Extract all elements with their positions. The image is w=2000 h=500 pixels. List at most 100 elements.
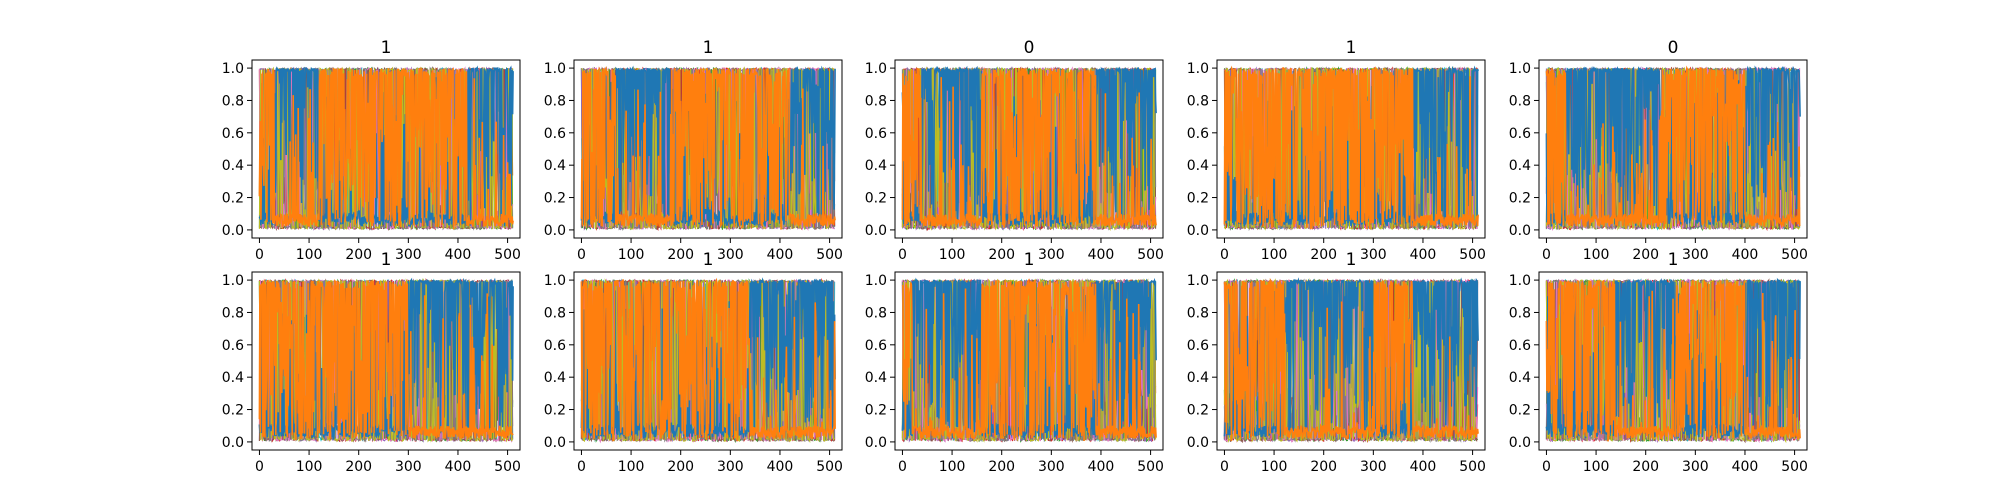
x-tick-label: 200 [1632, 459, 1659, 475]
y-tick-label: 0.4 [1509, 370, 1531, 386]
y-tick-label: 0.0 [865, 223, 887, 239]
x-tick-label: 500 [1137, 247, 1164, 263]
x-tick-label: 500 [1459, 247, 1486, 263]
x-tick-label: 400 [767, 459, 794, 475]
panel-1: 0 100 200 300 400 500 0.0 0.2 0.4 0.6 0.8 1.0 1 [222, 38, 521, 263]
x-tick-label: 0 [1542, 459, 1551, 475]
y-tick-label: 0.4 [544, 370, 566, 386]
x-tick-label: 400 [1732, 247, 1759, 263]
panel-title: 0 [1024, 38, 1035, 58]
y-tick-label: 0.0 [544, 223, 566, 239]
x-tick-label: 300 [1360, 459, 1387, 475]
panel-title: 1 [1346, 38, 1357, 58]
y-tick-label: 0.6 [865, 126, 887, 142]
panel-8: 0 100 200 300 400 500 0.0 0.2 0.4 0.6 0.8 1.0 1 [865, 250, 1164, 475]
x-tick-label: 300 [395, 247, 422, 263]
y-tick-label: 0.8 [865, 93, 887, 109]
panel-title: 1 [1024, 250, 1035, 270]
y-tick-label: 0.2 [544, 191, 566, 207]
panel-4: 0 100 200 300 400 500 0.0 0.2 0.4 0.6 0.8 1.0 1 [1187, 38, 1486, 263]
y-tick-label: 0.4 [1187, 158, 1209, 174]
panel-2: 0 100 200 300 400 500 0.0 0.2 0.4 0.6 0.8 1.0 1 [544, 38, 843, 263]
y-tick-label: 0.0 [865, 435, 887, 451]
x-tick-label: 500 [1137, 459, 1164, 475]
series-line-2 [258, 66, 514, 230]
x-tick-label: 0 [255, 247, 264, 263]
x-tick-label: 200 [345, 247, 372, 263]
y-tick-label: 0.6 [1187, 338, 1209, 354]
axes-frame [1538, 59, 1808, 239]
series-line-2 [901, 67, 1157, 229]
axes-frame [1216, 271, 1486, 451]
x-tick-label: 100 [1583, 459, 1610, 475]
x-tick-label: 100 [1261, 459, 1288, 475]
y-tick-label: 0.6 [1509, 126, 1531, 142]
x-tick-label: 300 [717, 247, 744, 263]
series-line-2 [1545, 280, 1801, 442]
x-tick-label: 0 [577, 459, 586, 475]
x-tick-label: 400 [445, 247, 472, 263]
x-tick-label: 0 [255, 459, 264, 475]
axes-frame [573, 271, 843, 451]
x-tick-label: 100 [618, 459, 645, 475]
y-tick-label: 1.0 [222, 61, 244, 77]
y-tick-label: 0.4 [222, 158, 244, 174]
y-tick-label: 0.8 [1187, 93, 1209, 109]
y-tick-label: 0.4 [222, 370, 244, 386]
y-tick-label: 1.0 [1509, 273, 1531, 289]
x-tick-label: 200 [345, 459, 372, 475]
y-tick-label: 0.2 [1187, 191, 1209, 207]
panel-title: 1 [703, 250, 714, 270]
x-tick-label: 100 [939, 459, 966, 475]
series-line-2 [258, 279, 514, 441]
panel-title: 1 [703, 38, 714, 58]
x-tick-label: 500 [816, 247, 843, 263]
y-tick-label: 0.4 [865, 158, 887, 174]
x-tick-label: 400 [1410, 459, 1437, 475]
x-tick-label: 200 [988, 247, 1015, 263]
axes-frame [251, 59, 521, 239]
y-tick-label: 0.2 [544, 403, 566, 419]
y-tick-label: 1.0 [222, 273, 244, 289]
y-tick-label: 0.8 [865, 305, 887, 321]
y-tick-label: 0.0 [222, 223, 244, 239]
x-tick-label: 0 [898, 247, 907, 263]
y-tick-label: 0.8 [1187, 305, 1209, 321]
series-line-2 [1545, 65, 1801, 230]
x-tick-label: 500 [816, 459, 843, 475]
series-line-2 [1223, 65, 1479, 230]
y-tick-label: 0.4 [1509, 158, 1531, 174]
x-tick-label: 100 [939, 247, 966, 263]
panel-title: 1 [381, 38, 392, 58]
y-tick-label: 1.0 [865, 61, 887, 77]
plot-area [1223, 277, 1479, 444]
y-tick-label: 0.6 [544, 338, 566, 354]
x-tick-label: 500 [1781, 459, 1808, 475]
x-tick-label: 500 [1459, 459, 1486, 475]
y-tick-label: 0.2 [865, 191, 887, 207]
x-tick-label: 400 [1088, 459, 1115, 475]
y-tick-label: 0.6 [865, 338, 887, 354]
x-tick-label: 100 [296, 459, 323, 475]
x-tick-label: 500 [494, 459, 521, 475]
y-tick-label: 0.2 [222, 191, 244, 207]
plot-area [901, 277, 1157, 443]
plot-area [580, 65, 836, 232]
y-tick-label: 0.6 [1187, 126, 1209, 142]
x-tick-label: 400 [1732, 459, 1759, 475]
plot-area [258, 277, 514, 443]
y-tick-label: 0.8 [544, 93, 566, 109]
x-tick-label: 300 [1682, 247, 1709, 263]
y-tick-label: 0.8 [222, 93, 244, 109]
axes-frame [1538, 271, 1808, 451]
x-tick-label: 500 [494, 247, 521, 263]
y-tick-label: 1.0 [544, 273, 566, 289]
y-tick-label: 0.2 [1509, 191, 1531, 207]
x-tick-label: 100 [296, 247, 323, 263]
x-tick-label: 100 [618, 247, 645, 263]
panel-10: 0 100 200 300 400 500 0.0 0.2 0.4 0.6 0.8 1.0 1 [1509, 250, 1808, 475]
panel-3: 0 100 200 300 400 500 0.0 0.2 0.4 0.6 0.8 1.0 0 [865, 38, 1164, 263]
y-tick-label: 0.8 [1509, 93, 1531, 109]
x-tick-label: 200 [1632, 247, 1659, 263]
y-tick-label: 0.0 [544, 435, 566, 451]
